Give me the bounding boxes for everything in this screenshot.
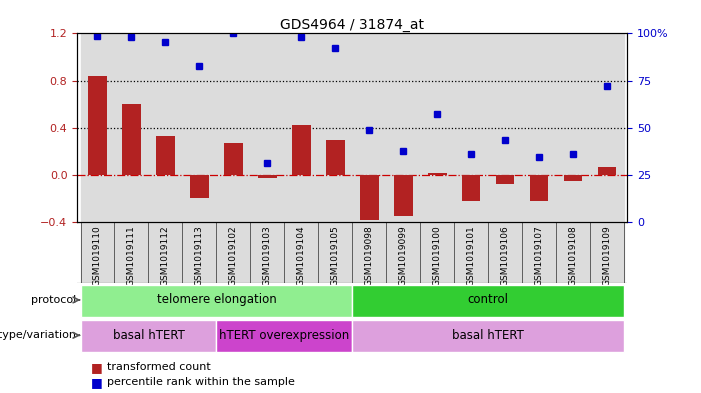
- Bar: [318, 222, 353, 283]
- Bar: [190, 175, 209, 198]
- Bar: [156, 136, 175, 175]
- Text: ■: ■: [91, 376, 107, 389]
- Text: GSM1019108: GSM1019108: [569, 225, 578, 286]
- Text: GSM1019111: GSM1019111: [127, 225, 136, 286]
- Text: percentile rank within the sample: percentile rank within the sample: [107, 377, 294, 387]
- Bar: [81, 222, 114, 283]
- Bar: [360, 175, 379, 220]
- Bar: [285, 33, 318, 222]
- Bar: [462, 175, 480, 201]
- Bar: [353, 33, 386, 222]
- Bar: [250, 222, 285, 283]
- Bar: [318, 33, 353, 222]
- Bar: [353, 320, 624, 352]
- Bar: [326, 140, 345, 175]
- Text: GSM1019105: GSM1019105: [331, 225, 340, 286]
- Bar: [88, 76, 107, 175]
- Text: telomere elongation: telomere elongation: [156, 294, 276, 307]
- Text: GSM1019109: GSM1019109: [603, 225, 611, 286]
- Title: GDS4964 / 31874_at: GDS4964 / 31874_at: [280, 18, 424, 32]
- Bar: [454, 222, 488, 283]
- Bar: [149, 33, 182, 222]
- Bar: [420, 33, 454, 222]
- Bar: [250, 33, 285, 222]
- Text: GSM1019102: GSM1019102: [229, 225, 238, 286]
- Bar: [224, 143, 243, 175]
- Bar: [394, 175, 413, 216]
- Bar: [598, 167, 616, 175]
- Bar: [590, 222, 624, 283]
- Bar: [182, 33, 217, 222]
- Text: transformed count: transformed count: [107, 362, 210, 372]
- Bar: [590, 33, 624, 222]
- Bar: [217, 33, 250, 222]
- Bar: [522, 33, 556, 222]
- Bar: [122, 104, 141, 175]
- Text: GSM1019099: GSM1019099: [399, 225, 408, 286]
- Bar: [496, 175, 515, 184]
- Bar: [564, 175, 583, 181]
- Text: GSM1019098: GSM1019098: [365, 225, 374, 286]
- Bar: [285, 222, 318, 283]
- Text: GSM1019110: GSM1019110: [93, 225, 102, 286]
- Text: protocol: protocol: [31, 295, 76, 305]
- Bar: [530, 175, 548, 201]
- Bar: [353, 285, 624, 317]
- Bar: [292, 125, 311, 175]
- Bar: [556, 33, 590, 222]
- Text: basal hTERT: basal hTERT: [452, 329, 524, 342]
- Bar: [149, 222, 182, 283]
- Bar: [386, 33, 420, 222]
- Bar: [556, 222, 590, 283]
- Bar: [81, 33, 114, 222]
- Text: hTERT overexpression: hTERT overexpression: [219, 329, 349, 342]
- Text: GSM1019101: GSM1019101: [467, 225, 476, 286]
- Text: genotype/variation: genotype/variation: [0, 330, 76, 340]
- Bar: [81, 285, 353, 317]
- Bar: [182, 222, 217, 283]
- Text: GSM1019103: GSM1019103: [263, 225, 272, 286]
- Text: ■: ■: [91, 361, 107, 374]
- Text: GSM1019112: GSM1019112: [161, 225, 170, 286]
- Bar: [114, 33, 149, 222]
- Bar: [217, 320, 353, 352]
- Bar: [488, 33, 522, 222]
- Bar: [217, 222, 250, 283]
- Bar: [454, 33, 488, 222]
- Text: GSM1019100: GSM1019100: [433, 225, 442, 286]
- Bar: [488, 222, 522, 283]
- Bar: [81, 320, 217, 352]
- Text: basal hTERT: basal hTERT: [112, 329, 184, 342]
- Bar: [258, 175, 277, 178]
- Bar: [386, 222, 420, 283]
- Bar: [114, 222, 149, 283]
- Text: GSM1019104: GSM1019104: [297, 225, 306, 286]
- Text: GSM1019113: GSM1019113: [195, 225, 204, 286]
- Bar: [420, 222, 454, 283]
- Text: control: control: [468, 294, 509, 307]
- Bar: [522, 222, 556, 283]
- Text: GSM1019106: GSM1019106: [501, 225, 510, 286]
- Bar: [428, 173, 447, 175]
- Text: GSM1019107: GSM1019107: [535, 225, 543, 286]
- Bar: [353, 222, 386, 283]
